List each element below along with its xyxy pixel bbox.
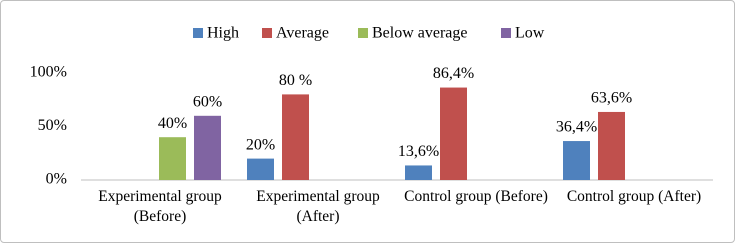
- legend-swatch: [501, 28, 511, 38]
- bar: [440, 87, 467, 180]
- x-tick-label: Control group (After): [566, 188, 702, 205]
- legend-label: Low: [515, 25, 545, 42]
- bar: [563, 141, 590, 180]
- legend-swatch: [262, 28, 272, 38]
- x-tick-label: Experimental group (After): [256, 188, 380, 225]
- y-tick-label: 0%: [46, 171, 67, 188]
- y-tick-label: 50%: [38, 117, 67, 134]
- value-label: 80 %: [279, 72, 312, 89]
- bar: [159, 137, 186, 180]
- legend-label: High: [207, 25, 239, 42]
- bar: [194, 115, 221, 180]
- legend-swatch: [358, 28, 368, 38]
- y-tick-label: 100%: [30, 64, 67, 81]
- legend-label: Below average: [372, 25, 468, 42]
- value-label: 36,4%: [556, 119, 597, 136]
- value-label: 86,4%: [433, 65, 474, 82]
- bar: [598, 111, 625, 180]
- bar: [405, 165, 432, 180]
- value-label: 20%: [246, 136, 275, 153]
- bar: [282, 94, 309, 180]
- x-tick-label: Experimental group (Before): [98, 188, 222, 225]
- value-label: 13,6%: [398, 143, 439, 160]
- bar: [247, 158, 274, 180]
- legend-label: Average: [276, 25, 329, 42]
- value-label: 40%: [158, 115, 187, 132]
- x-tick-label: Control group (Before): [404, 188, 548, 205]
- legend-swatch: [193, 28, 203, 38]
- value-label: 63,6%: [591, 90, 632, 107]
- value-label: 60%: [193, 93, 222, 110]
